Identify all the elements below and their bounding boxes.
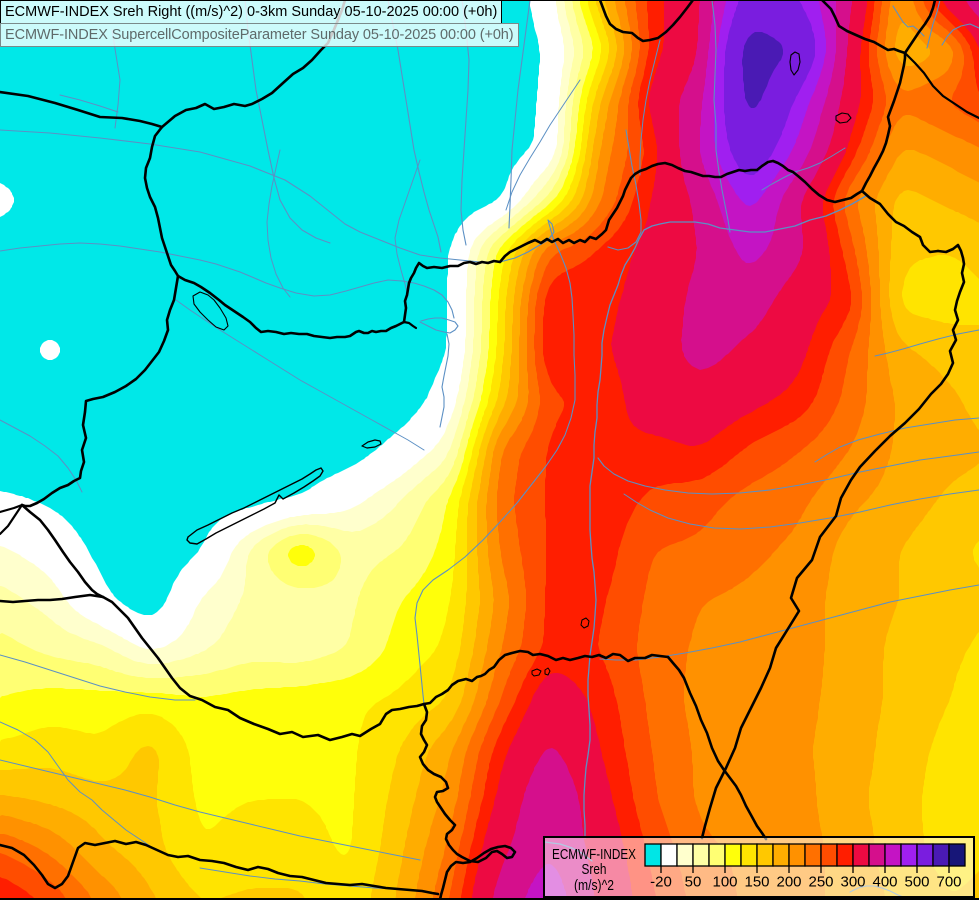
svg-text:-20: -20 bbox=[650, 874, 672, 891]
svg-text:200: 200 bbox=[776, 874, 801, 891]
svg-text:700: 700 bbox=[936, 874, 961, 891]
svg-text:100: 100 bbox=[712, 874, 737, 891]
svg-text:50: 50 bbox=[685, 874, 702, 891]
svg-text:150: 150 bbox=[744, 874, 769, 891]
svg-text:Sreh: Sreh bbox=[582, 862, 607, 878]
svg-text:ECMWF-INDEX: ECMWF-INDEX bbox=[552, 847, 636, 863]
svg-text:500: 500 bbox=[904, 874, 929, 891]
svg-text:400: 400 bbox=[872, 874, 897, 891]
svg-text:(m/s)^2: (m/s)^2 bbox=[574, 878, 614, 894]
svg-text:250: 250 bbox=[808, 874, 833, 891]
svg-text:300: 300 bbox=[840, 874, 865, 891]
